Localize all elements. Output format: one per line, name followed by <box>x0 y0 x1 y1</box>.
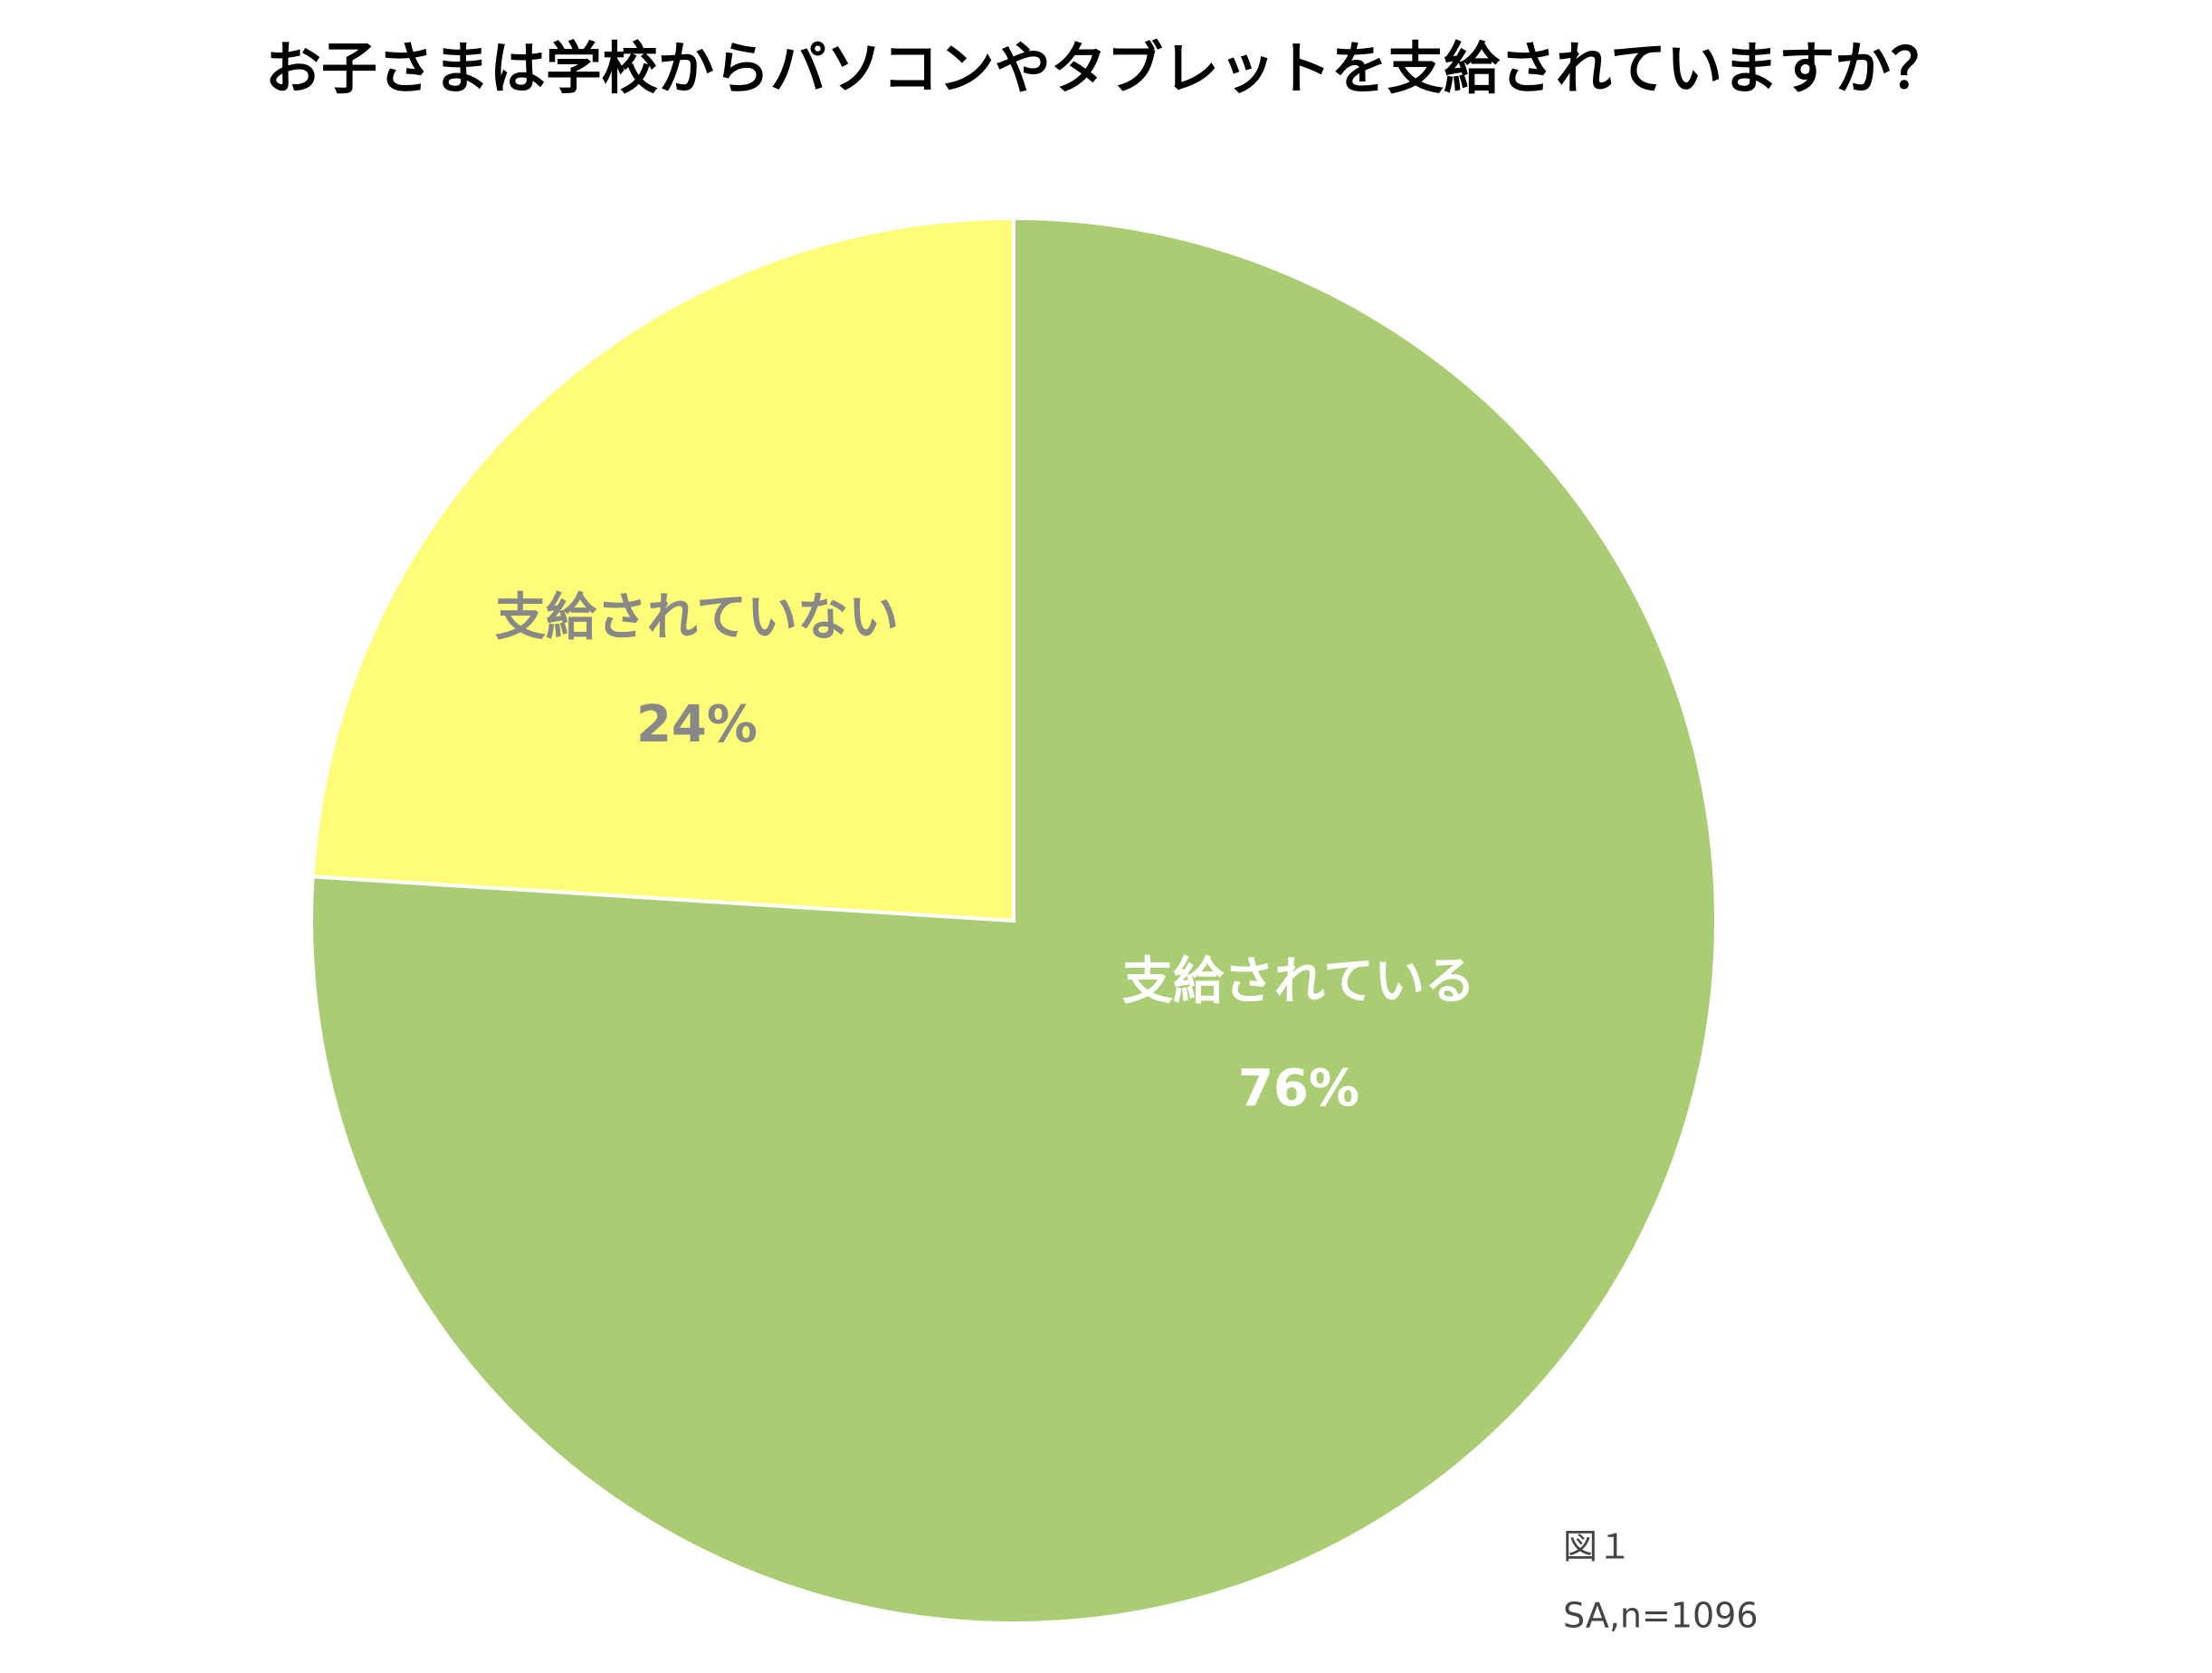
slice-value-label: 24% <box>636 695 758 754</box>
slice-category-label: 支給されていない <box>495 588 899 647</box>
pie-slice <box>310 215 1718 1625</box>
chart-title: お子さまは学校からパソコンやタブレットを支給されていますか？ <box>265 35 1947 101</box>
pie-slice <box>310 215 1015 923</box>
chart-note: 図１ <box>1563 1527 1632 1567</box>
slice-value-label: 76% <box>1238 1059 1359 1118</box>
slice-category-label: 支給されている <box>1122 952 1475 1011</box>
chart-note: SA,n=1096 <box>1563 1596 1759 1636</box>
